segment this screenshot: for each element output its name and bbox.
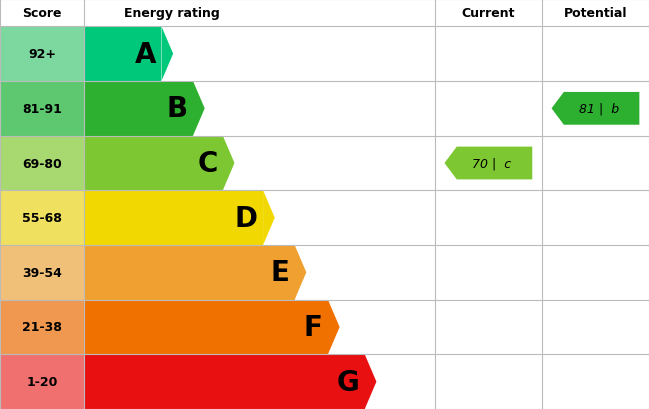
Text: Current: Current <box>461 7 515 20</box>
Bar <box>84 300 328 355</box>
Polygon shape <box>295 245 306 300</box>
Text: D: D <box>235 204 258 232</box>
Polygon shape <box>263 191 275 245</box>
Text: 69-80: 69-80 <box>22 157 62 170</box>
Text: 81-91: 81-91 <box>22 103 62 116</box>
Polygon shape <box>193 82 204 136</box>
Text: 70 |  c: 70 | c <box>472 157 511 170</box>
Bar <box>84 82 193 136</box>
Text: 1-20: 1-20 <box>27 375 58 388</box>
Text: C: C <box>197 150 217 178</box>
Bar <box>0 27 84 82</box>
Bar <box>0 245 84 300</box>
Text: 55-68: 55-68 <box>22 211 62 225</box>
Text: 39-54: 39-54 <box>22 266 62 279</box>
Text: 81 |  b: 81 | b <box>579 103 619 116</box>
Polygon shape <box>328 300 339 355</box>
Polygon shape <box>223 136 234 191</box>
Text: 92+: 92+ <box>28 48 56 61</box>
Text: 21-38: 21-38 <box>22 321 62 334</box>
Text: F: F <box>304 313 323 341</box>
Bar <box>84 191 263 245</box>
Text: Score: Score <box>23 7 62 20</box>
Bar <box>0 0 649 27</box>
Text: G: G <box>337 368 360 396</box>
Text: Energy rating: Energy rating <box>124 7 220 20</box>
Bar <box>84 245 295 300</box>
Text: B: B <box>167 95 188 123</box>
Polygon shape <box>552 93 639 126</box>
Bar <box>0 136 84 191</box>
Text: E: E <box>271 259 289 287</box>
Polygon shape <box>162 27 173 82</box>
Bar <box>0 300 84 355</box>
Text: Potential: Potential <box>564 7 627 20</box>
Bar <box>84 355 365 409</box>
Polygon shape <box>445 147 532 180</box>
Bar <box>0 355 84 409</box>
Bar <box>84 136 223 191</box>
Bar <box>0 191 84 245</box>
Polygon shape <box>365 355 376 409</box>
Bar <box>84 27 162 82</box>
Text: A: A <box>135 40 156 68</box>
Bar <box>0 82 84 136</box>
